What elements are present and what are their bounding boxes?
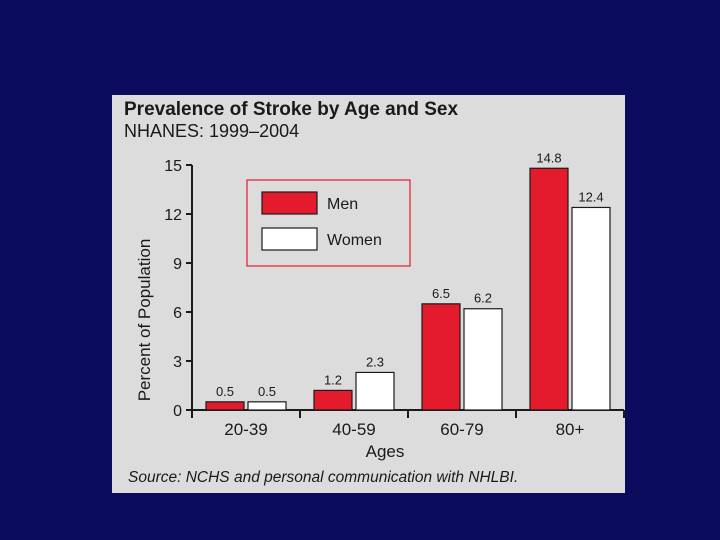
bar-value-label: 0.5: [216, 384, 234, 399]
y-tick-label: 3: [173, 354, 182, 371]
source-note: Source: NCHS and personal communication …: [128, 469, 519, 486]
bar-value-label: 2.3: [366, 354, 384, 369]
x-axis-label: Ages: [366, 442, 405, 461]
bar-chart: 0 3 6 9 12 15 20-39 40-59 60-79 80+ 0.5 1.2 6.5 14.…: [135, 150, 625, 461]
bar-value-label: 6.2: [474, 291, 492, 306]
y-axis: 0 3 6 9 12 15: [164, 158, 193, 420]
y-tick-label: 6: [173, 305, 182, 322]
legend-label-men: Men: [327, 196, 358, 213]
legend-box: [246, 179, 411, 267]
x-tick-label: 60-79: [440, 420, 483, 439]
legend-label-women: Women: [327, 232, 382, 249]
y-tick-label: 12: [164, 207, 182, 224]
legend: Men Women: [246, 179, 411, 267]
y-tick-label: 9: [173, 256, 182, 273]
bar-women-60-79: [463, 308, 503, 411]
bar-value-label: 1.2: [324, 372, 342, 387]
chart-panel: Prevalence of Stroke by Age and Sex NHAN…: [112, 95, 625, 493]
x-tick-label: 40-59: [332, 420, 375, 439]
bar-men-20-39: [205, 401, 245, 411]
x-tick-label: 20-39: [224, 420, 267, 439]
chart-subtitle: NHANES: 1999–2004: [124, 121, 300, 141]
bar-value-label: 6.5: [432, 286, 450, 301]
bar-value-label: 12.4: [578, 189, 603, 204]
y-axis-label: Percent of Population: [135, 239, 154, 402]
bar-value-label: 0.5: [258, 384, 276, 399]
legend-swatch-women: [261, 227, 318, 251]
bar-men-60-79: [421, 303, 461, 411]
legend-swatch-men: [261, 191, 318, 215]
bars: [205, 167, 611, 411]
y-tick-label: 0: [173, 403, 182, 420]
chart-title: Prevalence of Stroke by Age and Sex: [124, 99, 459, 120]
bar-men-80+: [529, 167, 569, 411]
bar-value-label: 14.8: [536, 150, 561, 165]
x-tick-label: 80+: [556, 420, 585, 439]
y-tick-label: 15: [164, 158, 182, 175]
x-axis: 20-39 40-59 60-79 80+: [191, 409, 625, 439]
bar-women-80+: [571, 206, 611, 411]
bar-men-40-59: [313, 389, 353, 411]
bar-women-40-59: [355, 371, 395, 411]
bar-women-20-39: [247, 401, 287, 411]
bar-value-labels: 0.5 1.2 6.5 14.8 0.5 2.3 6.2 12.4: [216, 150, 604, 399]
